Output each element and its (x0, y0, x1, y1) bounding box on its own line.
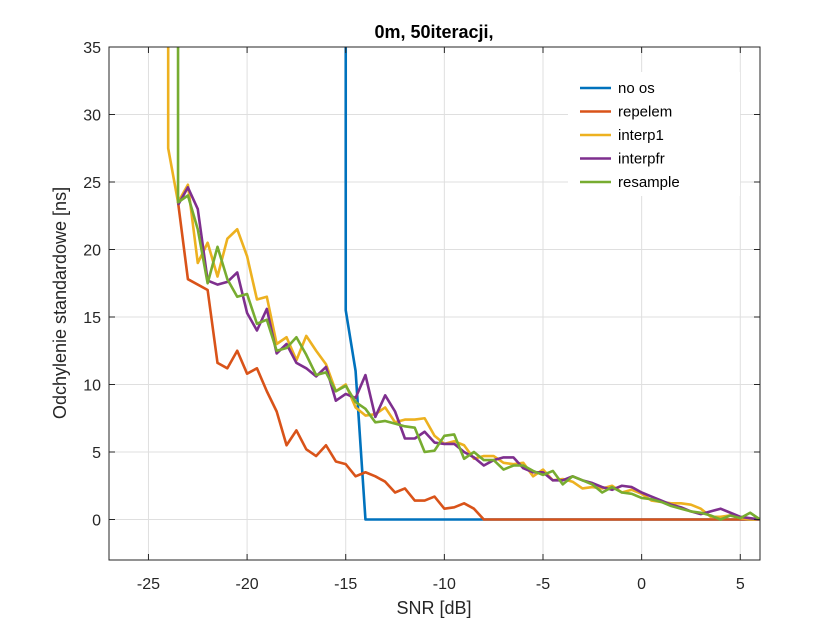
series-line-resample (176, 47, 760, 521)
y-tick-label: 30 (83, 108, 101, 125)
x-tick-label: -15 (334, 576, 357, 593)
legend-label-interpfr: interpfr (618, 151, 665, 168)
x-tick-label: 0 (637, 576, 646, 593)
y-tick-label: 25 (83, 175, 101, 192)
y-tick-label: 0 (92, 513, 101, 530)
y-tick-label: 35 (83, 40, 101, 57)
y-tick-label: 15 (83, 310, 101, 327)
x-tick-label: -25 (137, 576, 160, 593)
y-tick-label: 5 (92, 445, 101, 462)
legend: no os repelem interp1 interpfr resample (568, 72, 740, 196)
y-tick-label: 10 (83, 378, 101, 395)
series-group (166, 47, 760, 521)
y-axis-title: Odchylenie standardowe [ns] (50, 187, 70, 419)
y-tick-label: 20 (83, 243, 101, 260)
x-axis-title: SNR [dB] (396, 598, 471, 618)
legend-label-resample: resample (618, 174, 680, 191)
x-tick-label: -10 (433, 576, 456, 593)
legend-label-repelem: repelem (618, 104, 672, 121)
x-tick-label: 5 (736, 576, 745, 593)
chart-title: 0m, 50iteracji, (374, 22, 493, 42)
x-tick-label: -5 (536, 576, 550, 593)
legend-label-no-os: no os (618, 80, 655, 97)
x-tick-label: -20 (236, 576, 259, 593)
series-line-repelem (176, 202, 760, 521)
axis-ticks: -25 -20 -15 -10 -5 0 5 0 5 10 15 20 25 30 35 (83, 40, 760, 593)
plot-frame (108, 46, 761, 561)
legend-label-interp1: interp1 (618, 127, 664, 144)
